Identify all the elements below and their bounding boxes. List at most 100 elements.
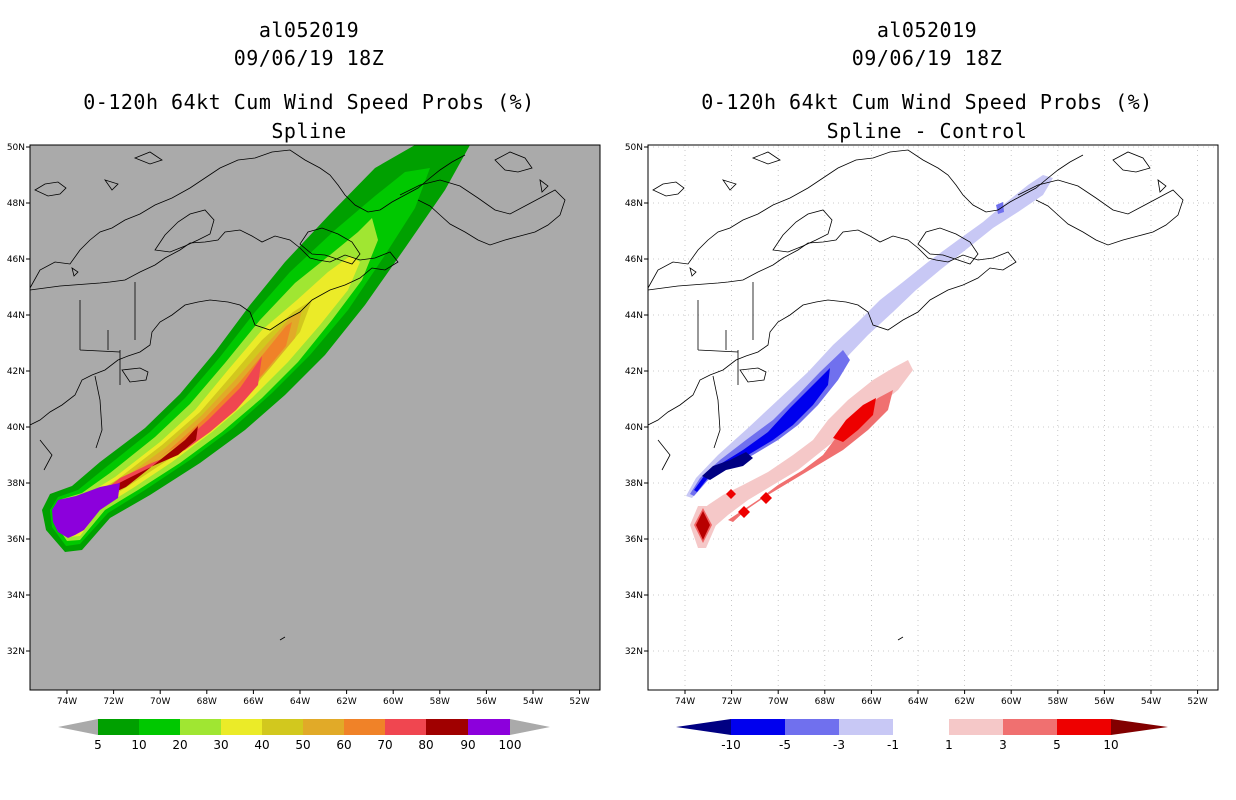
prob-40-contour <box>62 300 312 533</box>
colorbar-label: 70 <box>377 738 392 752</box>
probability-contours <box>42 145 470 552</box>
lon-tick-label: 68W <box>197 697 217 707</box>
diff-neg-3-north <box>996 202 1004 214</box>
lon-tick-label: 66W <box>243 697 263 707</box>
colorbar-swatch <box>426 719 468 735</box>
map-frame <box>647 144 1219 691</box>
colorbar-label: 60 <box>336 738 351 752</box>
colorbar-arrow-high <box>1111 719 1168 735</box>
diff-pos-5-contour <box>833 398 876 442</box>
lon-tick-label: 56W <box>476 697 496 707</box>
lon-tick-label: 56W <box>1094 697 1114 707</box>
lon-tick-label: 52W <box>569 697 589 707</box>
colorbar-swatch <box>893 719 949 735</box>
lat-tick-label: 38N <box>625 479 643 489</box>
colorbar: -10 -5 -3 -1 1 3 5 10 <box>676 719 1168 752</box>
colorbar-label: -3 <box>833 738 845 752</box>
colorbar-swatch <box>1057 719 1111 735</box>
colorbar-swatch <box>468 719 510 735</box>
difference-contours <box>686 175 1053 548</box>
colorbar-label: 30 <box>213 738 228 752</box>
lat-tick-label: 34N <box>7 591 25 601</box>
colorbar-label: 100 <box>499 738 522 752</box>
lon-tick-label: 58W <box>430 697 450 707</box>
lat-tick-label: 48N <box>625 199 643 209</box>
colorbar-arrow-high <box>510 719 550 735</box>
lon-tick-label: 54W <box>1141 697 1161 707</box>
product-title: 0-120h 64kt Cum Wind Speed Probs (%) <box>701 90 1153 114</box>
colorbar-swatch <box>385 719 426 735</box>
colorbar-arrow-low <box>58 719 98 735</box>
storm-id: al052019 <box>876 18 978 42</box>
lat-tick-label: 38N <box>7 479 25 489</box>
diff-pos-5-small-a <box>738 506 750 518</box>
colorbar-swatch <box>839 719 893 735</box>
diff-pos-5-isolated-ring <box>694 508 712 543</box>
storm-id: al052019 <box>258 18 360 42</box>
lat-tick-label: 36N <box>7 535 25 545</box>
right-panel: al052019 09/06/19 18Z 0-120h 64kt Cum Wi… <box>618 0 1236 800</box>
lat-tick-label: 44N <box>7 311 25 321</box>
colorbar-swatch <box>221 719 262 735</box>
lon-tick-label: 70W <box>768 697 788 707</box>
colorbar-label: 20 <box>172 738 187 752</box>
lon-tick-label: 74W <box>57 697 77 707</box>
colorbar-label: 3 <box>999 738 1007 752</box>
lon-axis-labels: 74W 72W 70W 68W 66W 64W 62W 60W 58W 56W 54W 52W <box>675 690 1208 707</box>
colorbar-label: -5 <box>779 738 791 752</box>
lon-tick-label: 74W <box>675 697 695 707</box>
colorbar-swatch <box>303 719 344 735</box>
lat-tick-label: 40N <box>625 423 643 433</box>
lat-tick-label: 40N <box>7 423 25 433</box>
colorbar-label: 10 <box>131 738 146 752</box>
prob-20-contour <box>56 218 378 541</box>
lat-tick-label: 44N <box>625 311 643 321</box>
colorbar-label: -1 <box>887 738 899 752</box>
colorbar-label: 1 <box>945 738 953 752</box>
lat-tick-label: 50N <box>625 143 643 153</box>
subtitle: Spline <box>271 119 347 143</box>
diff-neg-10-contour <box>702 452 753 480</box>
colorbar-label: 40 <box>254 738 269 752</box>
lat-tick-label: 32N <box>7 647 25 657</box>
product-title: 0-120h 64kt Cum Wind Speed Probs (%) <box>83 90 535 114</box>
lon-tick-label: 62W <box>336 697 356 707</box>
map-frame <box>29 144 601 691</box>
lat-axis-labels: 50N 48N 46N 44N 42N 40N 38N 36N 34N 32N <box>625 143 648 657</box>
colorbar-swatch <box>785 719 839 735</box>
lat-tick-label: 50N <box>7 143 25 153</box>
colorbar-swatch <box>731 719 785 735</box>
lon-tick-label: 64W <box>908 697 928 707</box>
map-background <box>30 145 600 690</box>
colorbar-swatch <box>949 719 1003 735</box>
lon-tick-label: 68W <box>815 697 835 707</box>
lon-tick-label: 60W <box>1001 697 1021 707</box>
lon-tick-label: 66W <box>861 697 881 707</box>
colorbar-label: 5 <box>94 738 102 752</box>
colorbar-label: -10 <box>721 738 741 752</box>
map-background <box>648 145 1218 690</box>
datetime: 09/06/19 18Z <box>233 46 385 70</box>
probability-map: 74W 72W 70W 68W 66W 64W 62W 60W 58W 56W 54W 52W 50N… <box>7 143 601 752</box>
lat-tick-label: 46N <box>7 255 25 265</box>
diff-pos-5-small-c <box>726 489 736 499</box>
lon-tick-label: 58W <box>1048 697 1068 707</box>
colorbar-swatch <box>139 719 180 735</box>
colorbar-label: 90 <box>460 738 475 752</box>
colorbar-label: 10 <box>1103 738 1118 752</box>
colorbar-swatch <box>1003 719 1057 735</box>
lat-tick-label: 46N <box>625 255 643 265</box>
lon-tick-label: 54W <box>523 697 543 707</box>
coastlines <box>648 149 1184 641</box>
datetime: 09/06/19 18Z <box>851 46 1003 70</box>
lat-tick-label: 42N <box>7 367 25 377</box>
lat-axis-labels: 50N 48N 46N 44N 42N 40N 38N 36N 34N 32N <box>7 143 30 657</box>
lat-tick-label: 48N <box>7 199 25 209</box>
colorbar-label: 80 <box>418 738 433 752</box>
prob-70-contour <box>68 356 262 523</box>
diff-pos-5-small-b <box>760 492 772 504</box>
difference-map: 74W 72W 70W 68W 66W 64W 62W 60W 58W 56W 54W 52W 50N… <box>625 143 1219 752</box>
lon-tick-label: 72W <box>103 697 123 707</box>
lat-tick-label: 42N <box>625 367 643 377</box>
left-panel: al052019 09/06/19 18Z 0-120h 64kt Cum Wi… <box>7 18 601 752</box>
